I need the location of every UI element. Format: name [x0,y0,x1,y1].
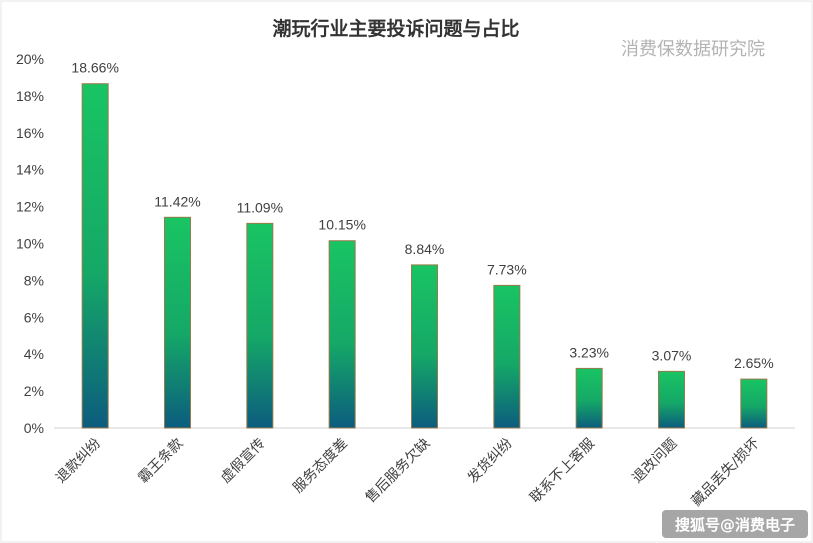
data-label: 2.65% [734,355,774,371]
y-tick-label: 18% [16,88,44,104]
y-tick-label: 10% [16,236,44,252]
chart-title: 潮玩行业主要投诉问题与占比 [272,17,519,40]
corner-watermark-text: 搜狐号@消费电子 [675,516,795,534]
bar [575,367,603,429]
data-label: 8.84% [405,241,445,257]
corner-watermark-bg [662,510,808,538]
bar [328,240,356,429]
y-tick-label: 0% [24,420,44,436]
data-label: 7.73% [487,261,527,277]
y-tick-label: 8% [24,272,44,288]
data-label: 18.66% [71,60,118,76]
watermark-text: 消费保数据研究院 [621,39,765,60]
data-label: 3.07% [652,347,692,363]
y-tick-label: 12% [16,199,44,215]
data-label: 11.09% [237,199,283,215]
data-label: 11.42% [154,193,200,209]
bar [81,83,109,429]
bar [740,378,768,429]
bar [246,222,274,429]
bar [493,284,521,429]
bars-group [81,83,768,429]
y-tick-label: 16% [16,125,44,141]
data-label: 3.23% [569,344,609,360]
data-label: 10.15% [318,217,365,233]
y-tick-label: 14% [16,162,44,178]
y-axis: 0% 2% 4% 6% 8% 10% 12% 14% 16% 18% 20% [16,51,44,436]
y-tick-label: 4% [24,346,44,362]
y-tick-label: 2% [24,383,44,399]
bar [658,370,685,429]
data-labels-group: 18.66% 11.42% 11.09% 10.15% 8.84% 7.73% 3.23% 3… [71,60,773,371]
bar [164,216,191,429]
bar [411,264,438,429]
y-tick-label: 20% [16,51,44,67]
y-tick-label: 6% [24,309,44,325]
